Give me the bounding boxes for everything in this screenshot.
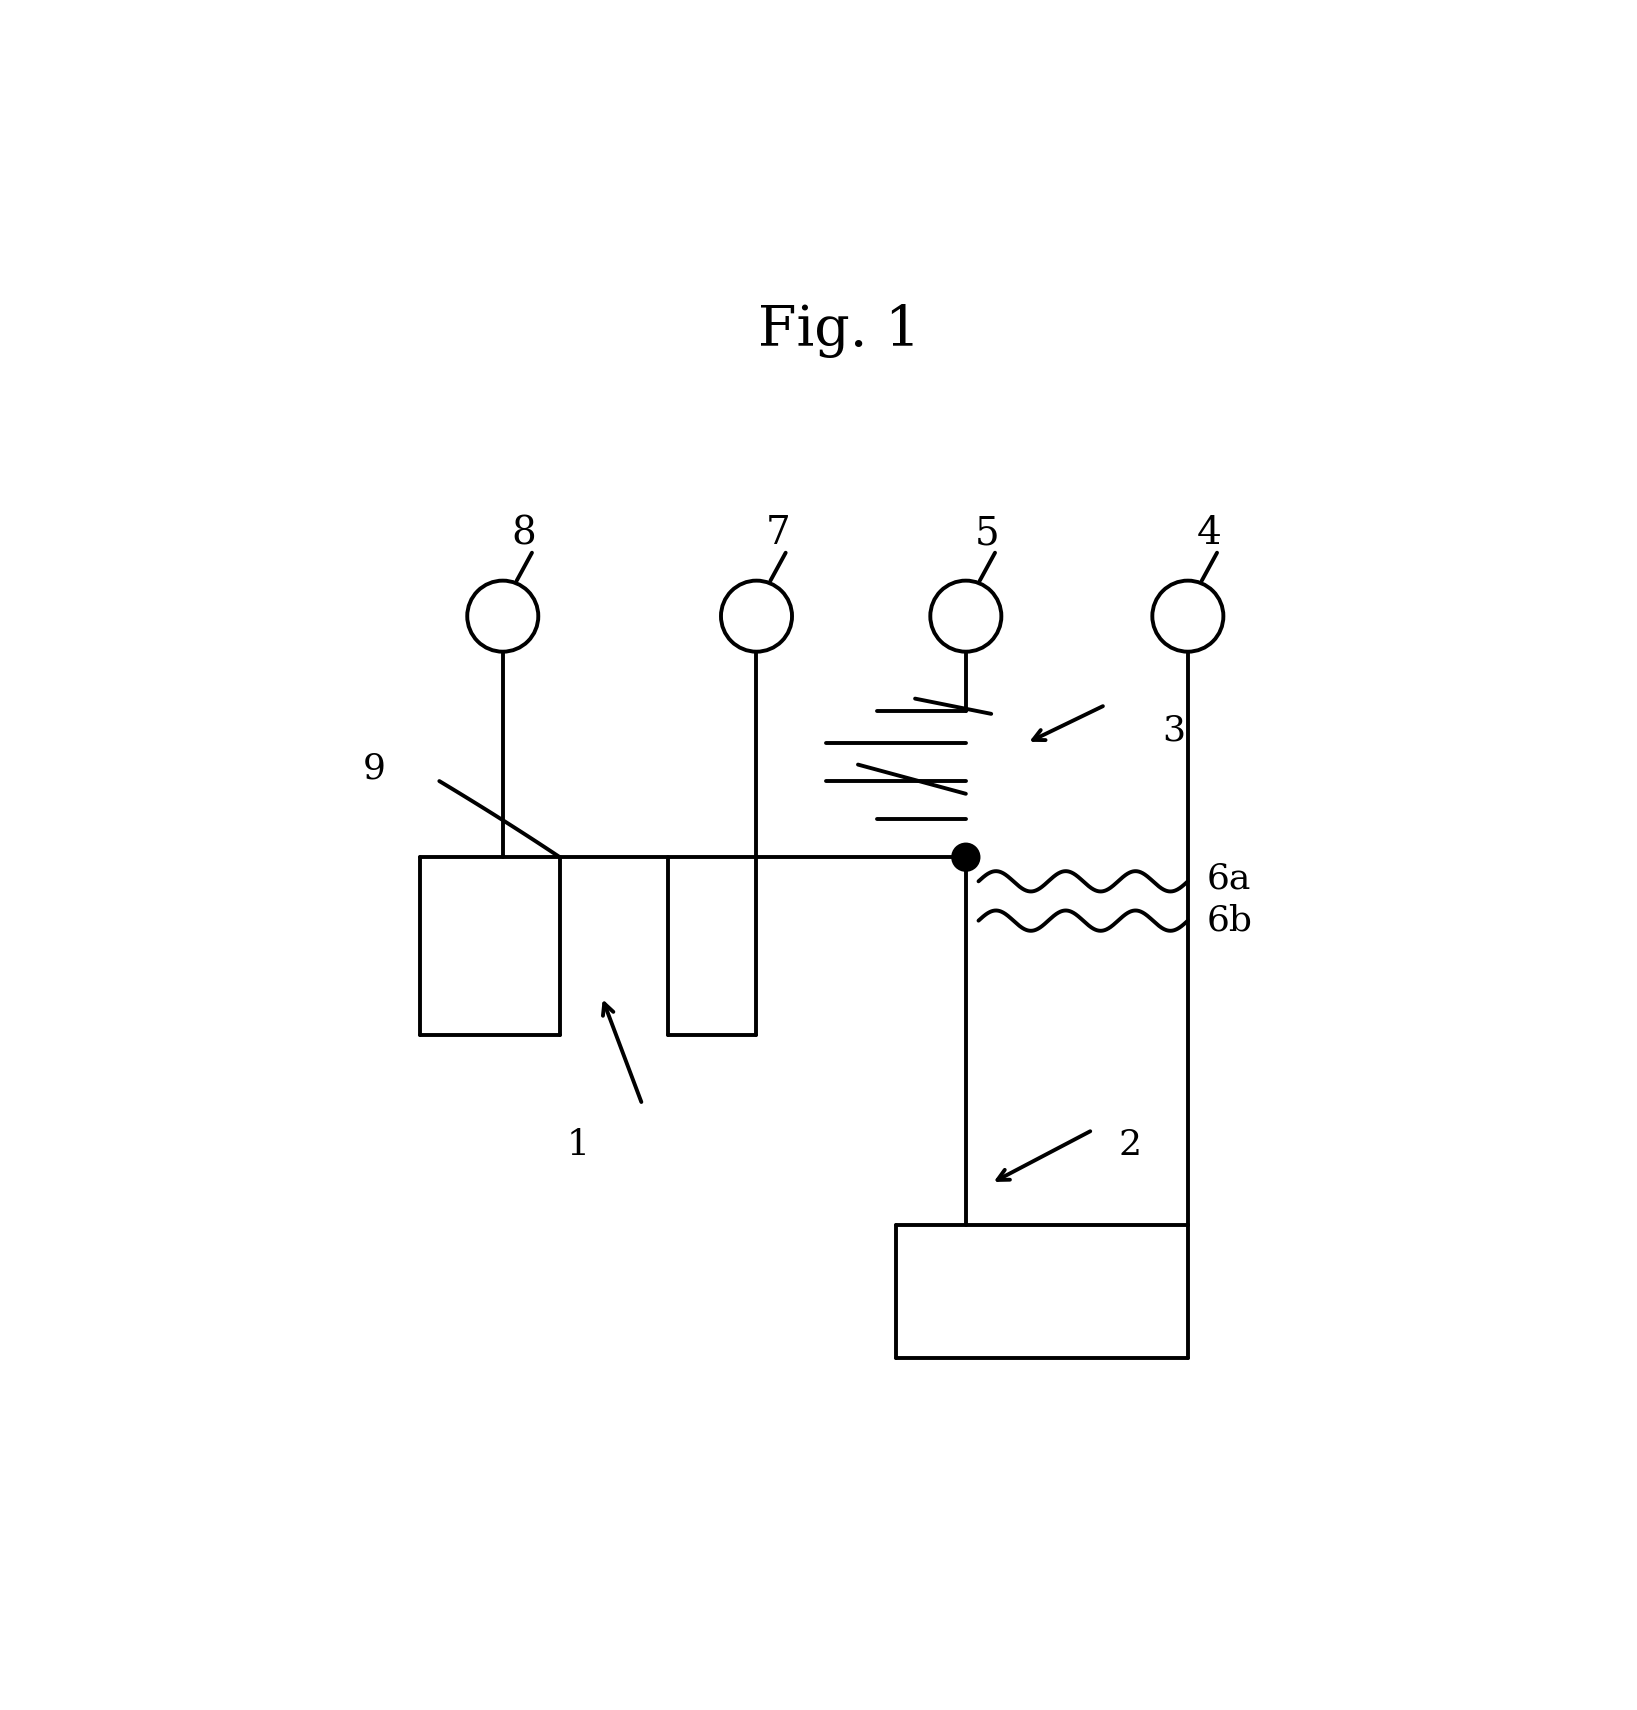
Text: 8: 8 <box>512 515 537 552</box>
Text: 6b: 6b <box>1206 903 1252 937</box>
Text: 6a: 6a <box>1206 862 1251 896</box>
Text: 4: 4 <box>1197 515 1221 552</box>
Text: 9: 9 <box>363 751 386 785</box>
Text: 1: 1 <box>566 1129 589 1163</box>
Text: 7: 7 <box>766 515 791 552</box>
Text: 5: 5 <box>974 515 1000 552</box>
Text: Fig. 1: Fig. 1 <box>758 303 920 357</box>
Text: 2: 2 <box>1118 1129 1141 1163</box>
Circle shape <box>953 845 979 870</box>
Text: 3: 3 <box>1162 713 1185 747</box>
